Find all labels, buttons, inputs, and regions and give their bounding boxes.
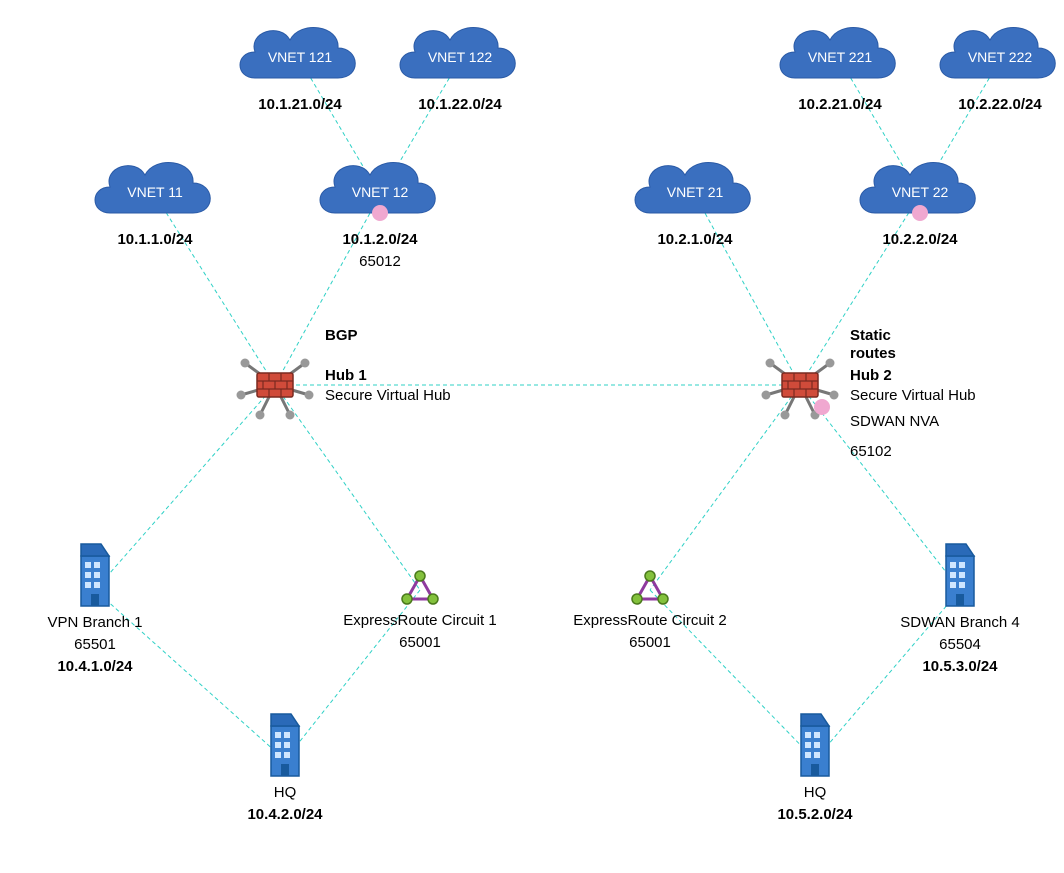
site-building-icon <box>271 714 299 776</box>
hub-asn: 65102 <box>850 443 892 460</box>
vnet-label: VNET 121 <box>268 49 333 65</box>
hub-proto-label: BGP <box>325 327 358 344</box>
vnet-label: VNET 122 <box>428 49 493 65</box>
vnet-label: VNET 22 <box>892 184 949 200</box>
pink-dot-icon <box>372 205 388 221</box>
vnet-cloud: VNET 21 <box>635 163 750 213</box>
vnet-cloud: VNET 22 <box>860 163 975 221</box>
er-asn: 65001 <box>629 634 671 651</box>
site-label: VPN Branch 1 <box>47 614 142 631</box>
site-building-icon <box>81 544 109 606</box>
connection-line <box>275 385 420 590</box>
connection-line <box>695 195 800 385</box>
site-label: HQ <box>804 784 827 801</box>
vnet-cloud: VNET 12 <box>320 163 435 221</box>
vnet-subnet: 10.1.1.0/24 <box>117 231 192 248</box>
connection-line <box>650 385 800 590</box>
er-label: ExpressRoute Circuit 2 <box>573 612 726 629</box>
hub-proto-label: routes <box>850 345 896 362</box>
vnet-label: VNET 12 <box>352 184 409 200</box>
vnet-cloud: VNET 222 <box>940 28 1055 78</box>
vnet-subnet: 10.1.21.0/24 <box>258 96 341 113</box>
site-building-icon <box>801 714 829 776</box>
pink-dot-icon <box>814 399 830 415</box>
vnet-label: VNET 11 <box>127 184 183 200</box>
er-label: ExpressRoute Circuit 1 <box>343 612 496 629</box>
vnet-subnet: 10.1.22.0/24 <box>418 96 501 113</box>
connection-line <box>155 195 275 385</box>
vnet-subnet: 10.1.2.0/24 <box>342 231 417 248</box>
site-subnet: 10.4.1.0/24 <box>57 658 132 675</box>
connection-line <box>275 195 380 385</box>
vnet-label: VNET 21 <box>667 184 724 200</box>
vnet-label: VNET 222 <box>968 49 1033 65</box>
vnet-cloud: VNET 121 <box>240 28 355 78</box>
er-asn: 65001 <box>399 634 441 651</box>
vnet-cloud: VNET 221 <box>780 28 895 78</box>
site-asn: 65504 <box>939 636 981 653</box>
hub-proto-label: Static <box>850 327 891 344</box>
vnet-subnet: 10.2.21.0/24 <box>798 96 881 113</box>
vnet-cloud: VNET 122 <box>400 28 515 78</box>
site-building-icon <box>946 544 974 606</box>
hub-title: Hub 1 <box>325 367 367 384</box>
connection-line <box>95 385 275 590</box>
hub-subtitle: Secure Virtual Hub <box>850 387 976 404</box>
hub-subtitle: Secure Virtual Hub <box>325 387 451 404</box>
vnet-asn: 65012 <box>359 253 401 270</box>
hub-icon <box>237 359 314 420</box>
site-subnet: 10.4.2.0/24 <box>247 806 322 823</box>
pink-dot-icon <box>912 205 928 221</box>
site-label: HQ <box>274 784 297 801</box>
vnet-label: VNET 221 <box>808 49 873 65</box>
site-label: SDWAN Branch 4 <box>900 614 1019 631</box>
vnet-subnet: 10.2.1.0/24 <box>657 231 732 248</box>
expressroute-icon <box>402 571 438 604</box>
vnet-cloud: VNET 11 <box>95 163 210 213</box>
site-subnet: 10.5.3.0/24 <box>922 658 997 675</box>
site-subnet: 10.5.2.0/24 <box>777 806 852 823</box>
expressroute-icon <box>632 571 668 604</box>
hub-title: Hub 2 <box>850 367 892 384</box>
vnet-subnet: 10.2.2.0/24 <box>882 231 957 248</box>
hub-nva-label: SDWAN NVA <box>850 413 939 430</box>
site-asn: 65501 <box>74 636 116 653</box>
vnet-subnet: 10.2.22.0/24 <box>958 96 1041 113</box>
